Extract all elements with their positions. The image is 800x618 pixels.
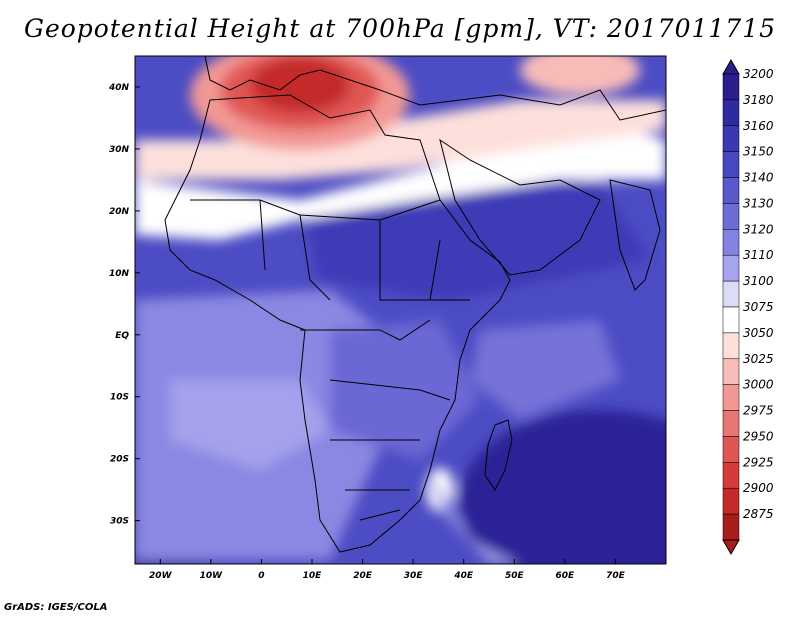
colorbar-label: 2875 <box>743 507 774 521</box>
x-tick-label: 10E <box>303 571 323 581</box>
country-borders <box>190 199 470 521</box>
y-tick-label: 10S <box>110 393 129 403</box>
colorbar-swatch <box>722 125 740 152</box>
colorbar-swatch <box>722 99 740 127</box>
field-lighter-west <box>170 380 330 470</box>
y-tick-label: 40N <box>108 83 130 93</box>
x-tick-label: 30E <box>404 571 424 581</box>
colorbar-swatch <box>722 254 740 282</box>
x-tick-label: 10W <box>200 571 224 581</box>
colorbar-label: 3025 <box>743 352 774 366</box>
colorbar-swatch <box>722 177 740 204</box>
colorbar-label: 3120 <box>743 222 774 236</box>
field-pink-northeast <box>520 56 640 95</box>
height-field <box>135 56 666 564</box>
colorbar-label: 2900 <box>743 481 774 495</box>
colorbar-label: 3130 <box>743 196 774 210</box>
y-tick-label: 30S <box>110 517 129 527</box>
colorbar-label: 3140 <box>743 171 774 185</box>
colorbar-label: 2975 <box>743 404 774 418</box>
colorbar-swatch <box>722 487 740 515</box>
madagascar-coast <box>484 419 513 491</box>
colorbar-swatch <box>722 306 740 334</box>
x-tick-label: 0 <box>258 571 264 581</box>
y-tick-label: 20N <box>109 207 130 217</box>
colorbar-label: 3200 <box>743 67 774 81</box>
field-white-band <box>135 120 666 240</box>
x-tick-label: 40E <box>453 571 474 581</box>
y-axis: 40N 30N 20N 10N EQ 10S 20S 30S <box>108 83 140 527</box>
colorbar-label: 3100 <box>743 274 774 288</box>
colorbar-label: 3000 <box>743 378 774 392</box>
colorbar-label: 2925 <box>743 455 774 469</box>
field-light-channel <box>430 470 520 564</box>
field-pink-band <box>135 100 666 180</box>
field-dark-north <box>300 180 650 300</box>
africa-coast <box>164 94 511 553</box>
x-tick-label: 60E <box>556 571 576 581</box>
colorbar-swatch <box>722 358 740 385</box>
field-mid-east <box>470 320 620 420</box>
colorbar-swatch <box>722 280 740 308</box>
colorbar-swatch <box>722 229 740 256</box>
colorbar: 3200 3180 3160 3150 3140 3130 3120 3110 3100 3075… <box>722 58 774 556</box>
colorbar-top-arrow <box>722 58 740 75</box>
india-coast <box>609 179 661 291</box>
plot-frame <box>134 55 667 565</box>
plot-title: Geopotential Height at 700hPa [gpm], VT:… <box>23 14 777 43</box>
colorbar-swatch <box>722 513 740 541</box>
colorbar-swatch <box>722 73 740 101</box>
colorbar-label: 3050 <box>743 326 774 340</box>
y-tick-label: 10N <box>109 269 130 279</box>
colorbar-label: 3150 <box>743 145 774 159</box>
colorbar-swatch <box>722 151 740 178</box>
colorbar-bottom-arrow <box>722 539 740 556</box>
colorbar-label: 3160 <box>743 119 774 133</box>
x-tick-label: 70E <box>606 571 626 581</box>
colorbar-swatch <box>722 332 740 360</box>
colorbar-label: 3075 <box>743 300 774 314</box>
y-tick-label: 30N <box>109 145 130 155</box>
x-axis: 20W 10W 0 10E 20E 30E 40E 50E 60E 70E <box>149 559 626 581</box>
colorbar-swatch <box>722 203 740 230</box>
colorbar-swatch <box>722 410 740 437</box>
arabia-coast <box>439 138 601 276</box>
colorbar-label: 3110 <box>743 248 774 262</box>
x-tick-label: 50E <box>505 571 525 581</box>
europe-coast <box>204 56 666 121</box>
field-red-inner <box>250 57 350 113</box>
colorbar-label: 2950 <box>743 429 774 443</box>
field-deep-southeast <box>460 410 666 564</box>
colorbar-swatch <box>722 436 740 463</box>
colorbar-swatch <box>722 462 740 489</box>
y-tick-label: 20S <box>110 455 129 465</box>
x-tick-label: 20W <box>149 571 173 581</box>
coastlines <box>164 56 666 553</box>
y-tick-label: EQ <box>115 331 129 341</box>
grads-credit: GrADS: IGES/COLA <box>4 602 108 613</box>
x-tick-label: 20E <box>353 571 373 581</box>
colorbar-swatch <box>722 384 740 411</box>
colorbar-label: 3180 <box>743 93 774 107</box>
